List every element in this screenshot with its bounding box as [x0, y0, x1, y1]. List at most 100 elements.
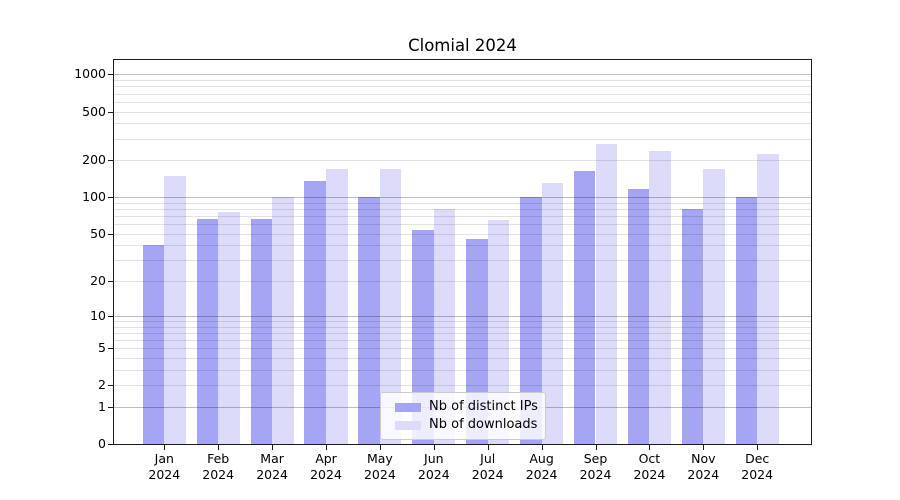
y-tick	[108, 315, 113, 317]
x-tick-label: Jun 2024	[417, 451, 450, 482]
y-gridline-minor	[114, 160, 811, 162]
x-tick	[272, 445, 274, 450]
y-tick-label: 50	[90, 225, 106, 241]
chart-title: Clomial 2024	[408, 36, 517, 55]
x-tick	[218, 445, 220, 450]
bar-downloads-oct	[649, 151, 671, 444]
bar-downloads-aug	[541, 183, 564, 444]
y-tick-label: 20	[90, 273, 106, 289]
y-gridline-minor	[114, 138, 811, 140]
x-tick	[541, 445, 543, 450]
x-tick-label: Oct 2024	[633, 451, 666, 482]
y-tick-label: 1000	[74, 66, 106, 82]
y-gridline-minor	[114, 339, 811, 341]
y-gridline-minor	[114, 320, 811, 322]
bar-downloads-jun	[433, 208, 456, 444]
y-gridline-minor	[114, 202, 811, 204]
y-gridline-major	[114, 197, 811, 199]
bar-distinct-ips-aug	[520, 197, 542, 444]
y-gridline-minor	[114, 281, 811, 283]
y-tick	[108, 444, 113, 445]
y-gridline-minor	[114, 80, 811, 82]
bar-distinct-ips-oct	[627, 189, 650, 444]
x-tick	[164, 445, 166, 450]
bar-downloads-mar	[272, 197, 294, 444]
y-gridline-minor	[114, 208, 811, 210]
y-tick-label: 1	[98, 398, 106, 414]
y-tick-label: 10	[90, 307, 106, 323]
bar-distinct-ips-sep	[573, 170, 596, 444]
bar-distinct-ips-nov	[681, 208, 704, 444]
bar-downloads-jul	[487, 219, 510, 444]
y-tick	[108, 385, 113, 387]
x-tick-label: Mar 2024	[256, 451, 288, 482]
legend-swatch-downloads	[395, 420, 421, 430]
x-tick-label: Nov 2024	[687, 451, 720, 482]
y-gridline-minor	[114, 385, 811, 387]
axis-spine-top	[113, 59, 812, 61]
x-tick	[595, 445, 597, 450]
y-gridline-minor	[114, 348, 811, 350]
y-gridline-minor	[114, 93, 811, 95]
y-tick-label: 500	[82, 103, 106, 119]
y-gridline-major	[114, 74, 811, 76]
x-tick	[326, 445, 327, 450]
y-tick	[108, 406, 113, 408]
axis-spine-left	[113, 60, 115, 445]
x-tick-label: Jan 2024	[148, 451, 181, 482]
x-tick-label: Dec 2024	[741, 451, 774, 482]
y-gridline-minor	[114, 233, 811, 235]
legend-label-distinct-ips: Nb of distinct IPs	[429, 399, 538, 414]
bar-distinct-ips-may	[358, 197, 380, 444]
y-tick-label: 0	[98, 436, 106, 451]
legend-swatch-distinct-ips	[395, 402, 421, 412]
bar-distinct-ips-apr	[304, 181, 326, 444]
bar-downloads-jan	[164, 175, 186, 444]
y-gridline-minor	[114, 111, 811, 113]
bar-downloads-feb	[218, 212, 240, 444]
y-tick	[108, 348, 113, 350]
legend-item-downloads: Nb of downloads	[381, 418, 545, 432]
x-tick	[487, 445, 489, 450]
x-tick-label: Aug 2024	[525, 451, 558, 482]
legend-item-distinct-ips: Nb of distinct IPs	[381, 400, 545, 414]
axis-spine-right	[811, 60, 813, 445]
x-tick	[703, 445, 705, 450]
y-gridline-minor	[114, 101, 811, 103]
bar-distinct-ips-jan	[142, 245, 165, 444]
y-gridline-minor	[114, 86, 811, 88]
bar-distinct-ips-dec	[735, 197, 758, 444]
bar-distinct-ips-mar	[250, 219, 273, 444]
y-gridline-minor	[114, 332, 811, 334]
bar-downloads-dec	[757, 154, 779, 444]
x-tick-label: Sep 2024	[579, 451, 612, 482]
x-tick	[379, 445, 381, 450]
y-tick-label: 5	[98, 340, 106, 356]
y-gridline-minor	[114, 216, 811, 217]
x-tick	[757, 445, 759, 450]
y-gridline-minor	[114, 245, 811, 247]
y-tick	[108, 197, 113, 199]
y-tick-label: 100	[82, 189, 106, 205]
y-gridline-minor	[114, 224, 811, 226]
y-tick	[108, 160, 113, 162]
y-tick	[108, 111, 113, 113]
bar-downloads-apr	[326, 169, 348, 444]
x-tick	[433, 445, 435, 450]
y-gridline-minor	[114, 326, 811, 328]
y-gridline-minor	[114, 123, 811, 125]
bar-downloads-nov	[703, 169, 725, 444]
bar-distinct-ips-feb	[196, 219, 219, 444]
y-gridline-minor	[114, 369, 811, 371]
y-tick-label: 2	[98, 377, 106, 393]
x-tick-label: Jul 2024	[471, 451, 504, 482]
x-tick	[649, 445, 651, 450]
y-gridline-minor	[114, 260, 811, 262]
x-tick-label: May 2024	[363, 451, 396, 482]
x-tick-label: Feb 2024	[202, 451, 235, 482]
legend: Nb of distinct IPs Nb of downloads	[380, 392, 546, 440]
y-tick-label: 200	[82, 152, 106, 168]
bar-distinct-ips-jun	[412, 229, 434, 444]
bar-downloads-may	[379, 169, 402, 444]
